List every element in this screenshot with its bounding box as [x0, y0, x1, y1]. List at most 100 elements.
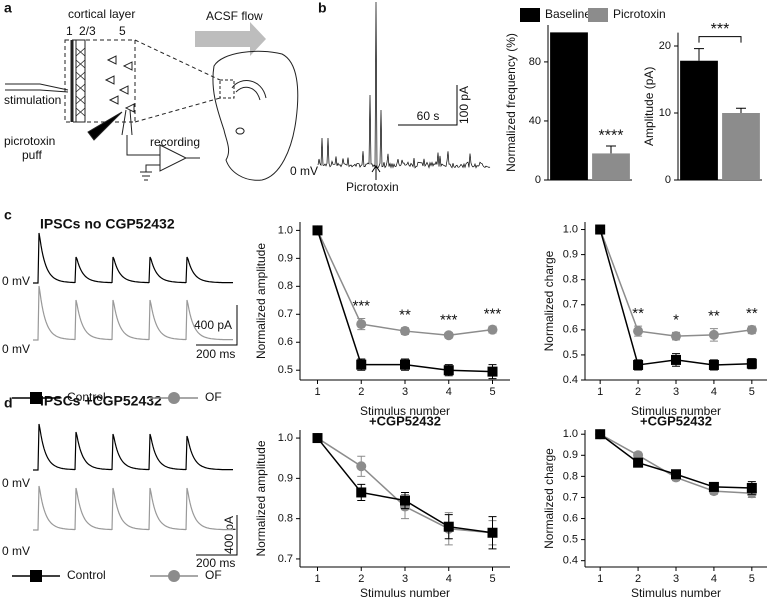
legend-marker	[168, 392, 180, 404]
x-tick-label: 5	[489, 386, 495, 398]
zero-label: 0 mV	[2, 476, 30, 490]
y-tick-label: 0.9	[563, 449, 578, 461]
label: 5	[119, 24, 126, 38]
x-tick-label: 1	[314, 573, 320, 585]
y-axis-label: Amplitude (pA)	[642, 67, 656, 146]
legend-marker	[168, 570, 180, 582]
bar	[680, 60, 718, 180]
marker	[487, 324, 498, 335]
legend-swatch	[588, 8, 608, 22]
y-tick-label: 0	[665, 174, 671, 186]
zoom-box	[64, 39, 136, 123]
marker	[708, 329, 719, 340]
marker	[746, 482, 757, 493]
zero-label: 0 mV	[2, 274, 30, 288]
x-tick-label: 1	[314, 386, 320, 398]
amplifier	[159, 144, 188, 172]
y-tick-label: 0.5	[563, 534, 578, 546]
zoom-line	[134, 39, 221, 81]
marker	[671, 469, 681, 480]
x-axis-label: Stimulus number	[360, 586, 450, 600]
y-tick-label: 0.7	[278, 553, 293, 565]
marker	[312, 433, 323, 444]
x-tick-label: 3	[673, 573, 679, 585]
slice	[212, 50, 299, 181]
y-axis-label: Normalized amplitude	[254, 243, 268, 359]
legend-label: Control	[67, 390, 106, 404]
marker	[400, 495, 410, 506]
y-tick-label: 0.7	[563, 299, 578, 311]
y-tick-label: 0.8	[563, 274, 578, 286]
label: ACSF flow	[206, 9, 263, 23]
schematic: cortical layer 1 2/3 5 ACSF flow stimula…	[4, 7, 299, 181]
significance: **	[746, 305, 758, 322]
wiring	[140, 157, 200, 181]
y-axis-label: Normalized charge	[542, 250, 556, 351]
y-tick-label: 0.6	[563, 512, 578, 524]
legend-label: OF	[205, 568, 222, 582]
scale-label: 200 ms	[196, 556, 235, 570]
x-tick-label: 2	[358, 386, 364, 398]
chart-title: +CGP52432	[640, 413, 712, 428]
legend-label: Picrotoxin	[613, 7, 666, 21]
zoom-box	[219, 79, 235, 99]
marker	[487, 527, 498, 538]
legend-marker	[30, 392, 42, 404]
y-axis-label: Normalized frequency (%)	[504, 33, 518, 172]
layer	[75, 39, 86, 123]
x-tick-label: 4	[711, 386, 717, 398]
marker	[746, 324, 757, 335]
y-axis-label: Normalized amplitude	[254, 440, 268, 556]
label: recording	[150, 135, 200, 149]
chart-title: +CGP52432	[369, 413, 441, 428]
marker	[443, 521, 454, 532]
marker	[443, 330, 454, 341]
trace	[33, 423, 233, 471]
marker	[671, 331, 681, 342]
y-tick-label: 0.9	[278, 472, 293, 484]
x-tick-label: 4	[446, 573, 452, 585]
y-tick-label: 0.6	[278, 336, 293, 348]
label: 1	[66, 24, 73, 38]
y-tick-label: 0.7	[563, 491, 578, 503]
x-tick-label: 3	[402, 386, 408, 398]
scale-label: 100 pA	[457, 86, 471, 124]
significance: **	[708, 308, 720, 325]
zero-label: 0 mV	[290, 164, 318, 178]
neurons	[104, 55, 135, 113]
significance-bracket	[698, 36, 742, 43]
x-tick-label: 5	[749, 386, 755, 398]
marker	[487, 366, 498, 377]
x-axis-label: Stimulus number	[360, 404, 450, 418]
marker	[356, 359, 367, 370]
bar	[592, 153, 630, 180]
marker	[633, 326, 644, 337]
label: stimulation	[4, 93, 61, 107]
bar	[722, 113, 760, 180]
y-tick-label: 0.4	[563, 555, 578, 567]
trace	[317, 1, 491, 169]
flow-arrow	[195, 22, 266, 56]
scale-label: 400 pA	[222, 516, 236, 554]
y-tick-label: 1.0	[278, 224, 293, 236]
significance: ***	[711, 21, 730, 38]
y-tick-label: 0.7	[278, 308, 293, 320]
x-tick-label: 4	[711, 573, 717, 585]
legend-label: OF	[205, 390, 222, 404]
y-tick-label: 0.8	[278, 513, 293, 525]
rec-pipette	[121, 109, 160, 156]
x-tick-label: 2	[635, 386, 641, 398]
y-tick-label: 1.0	[278, 432, 293, 444]
marker	[708, 481, 719, 492]
scale-label: 200 ms	[196, 347, 235, 361]
significance: *	[673, 311, 679, 328]
x-tick-label: 3	[673, 386, 679, 398]
legend-label: Baseline	[545, 7, 591, 21]
marker	[633, 359, 644, 370]
stim-electrode	[5, 83, 69, 93]
zero-label: 0 mV	[2, 544, 30, 558]
y-tick-label: 0.5	[278, 364, 293, 376]
x-tick-label: 4	[446, 386, 452, 398]
